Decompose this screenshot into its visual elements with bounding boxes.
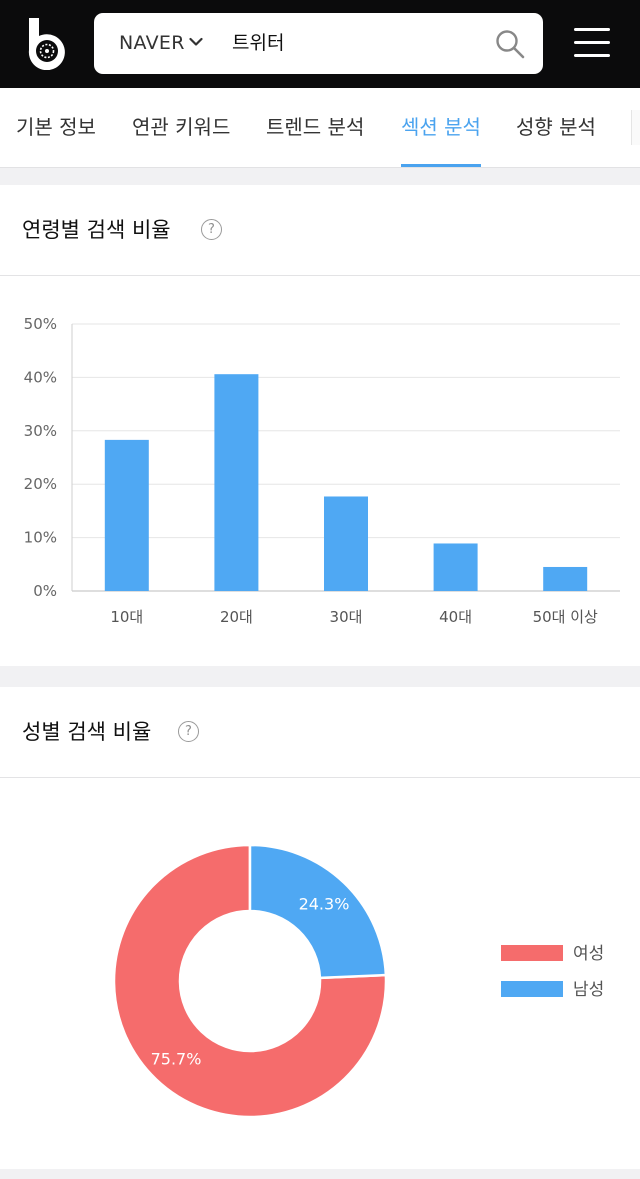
gender-ratio-header: 성별 검색 비율 ? [0,687,640,778]
section-tabs: 기본 정보 연관 키워드 트렌드 분석 섹션 분석 성향 분석 [0,88,640,168]
bar[interactable] [214,374,259,591]
tabs-scroll-edge [631,110,640,145]
legend-swatch [501,945,563,961]
question-circle-icon[interactable]: ? [178,721,199,742]
search-engine-select[interactable]: NAVER [119,32,185,54]
x-tick-label: 20대 [220,608,253,626]
y-tick-label: 20% [24,475,57,493]
legend-label: 여성 [573,944,604,964]
search-input[interactable]: 트위터 [232,32,285,54]
legend-swatch [501,981,563,997]
donut-slice[interactable] [248,843,388,980]
x-tick-label: 30대 [330,608,363,626]
x-tick-label: 40대 [439,608,472,626]
question-circle-icon[interactable]: ? [201,219,222,240]
bar[interactable] [433,543,478,591]
search-icon[interactable] [494,28,526,60]
y-tick-label: 50% [24,315,57,333]
slice-value-label: 24.3% [299,895,350,914]
x-tick-label: 10대 [110,608,143,626]
gender-ratio-title: 성별 검색 비율 [22,720,152,744]
tab-tendency-analysis[interactable]: 성향 분석 [516,115,596,139]
search-bar: NAVER 트위터 [94,13,543,74]
age-ratio-card: 연령별 검색 비율 ? 0% 10% 20% 30% 40% 50% 10대 20대 30대 40… [0,185,640,666]
bar[interactable] [543,566,588,591]
brand-b-logo-icon[interactable] [22,16,70,70]
bar[interactable] [104,439,149,591]
x-tick-label: 50대 이상 [533,608,598,626]
app-header: NAVER 트위터 [0,0,640,88]
bar[interactable] [324,496,368,591]
legend-label: 남성 [573,980,604,1000]
tab-related-keywords[interactable]: 연관 키워드 [132,115,231,139]
age-ratio-header: 연령별 검색 비율 ? [0,185,640,276]
slice-value-label: 75.7% [151,1049,202,1068]
chevron-down-icon[interactable] [189,37,203,47]
hamburger-menu-icon[interactable] [574,28,610,58]
y-tick-label: 40% [24,368,57,386]
tab-basic-info[interactable]: 기본 정보 [16,115,96,139]
y-tick-label: 30% [24,422,57,440]
age-ratio-title: 연령별 검색 비율 [22,218,171,242]
y-tick-label: 0% [33,582,57,600]
tab-trend-analysis[interactable]: 트렌드 분석 [266,115,365,139]
age-bar-chart: 0% 10% 20% 30% 40% 50% 10대 20대 30대 40대 50대 이상 [24,315,620,626]
y-tick-label: 10% [24,529,57,547]
tab-section-analysis[interactable]: 섹션 분석 [401,88,481,167]
donut-slice[interactable] [112,843,388,1119]
